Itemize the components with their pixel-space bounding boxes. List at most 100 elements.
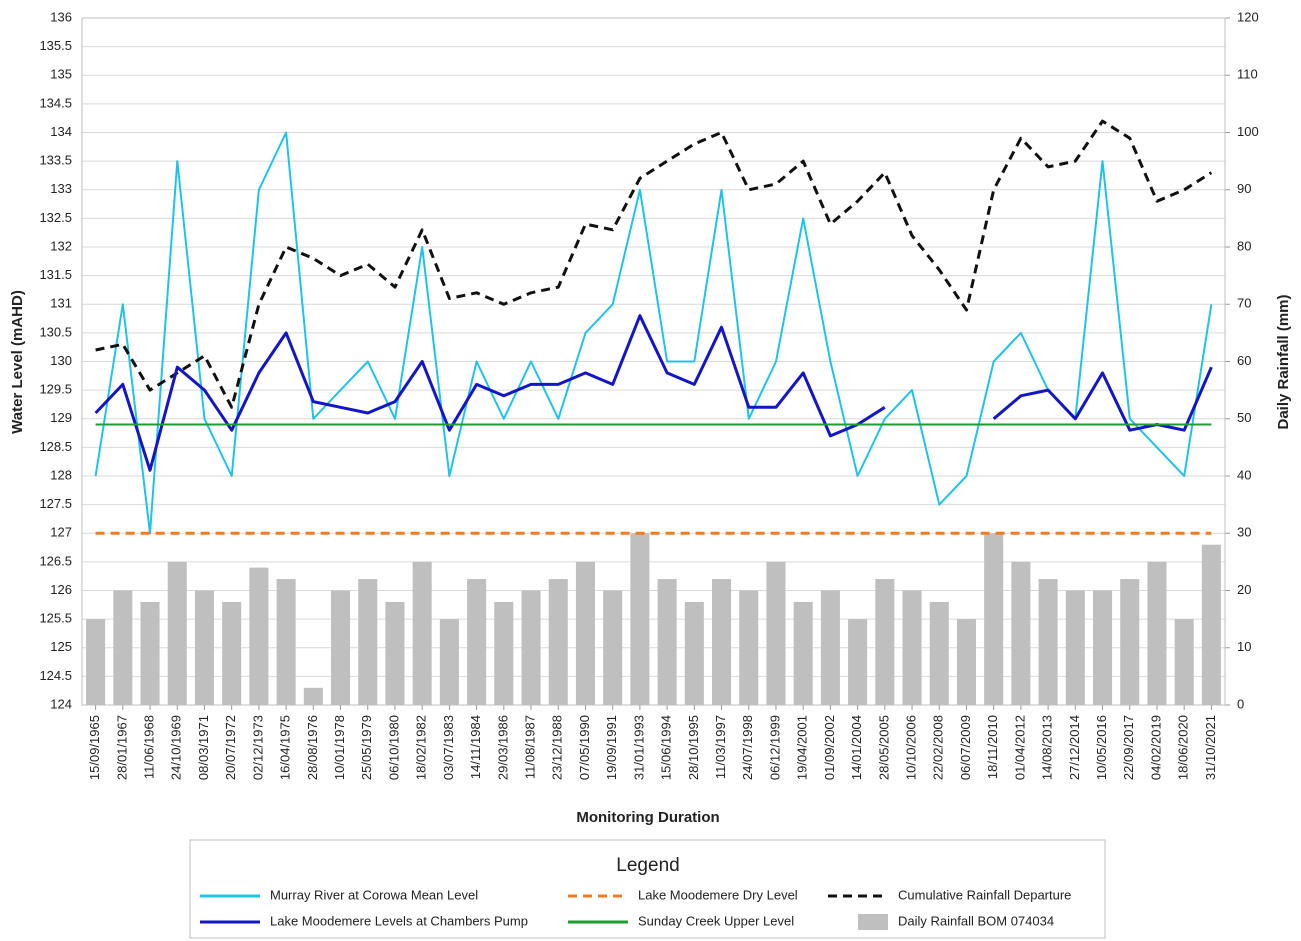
x-tick-label: 14/08/2013 [1040,715,1055,780]
rain-bar [385,601,405,705]
x-tick-label: 10/10/2006 [903,715,918,780]
rain-bar [956,619,976,705]
x-tick-label: 27/12/2014 [1067,715,1082,780]
y-tick-label: 125 [50,639,72,654]
y-tick-label: 131 [50,296,72,311]
x-tick-label: 08/03/1971 [196,715,211,780]
y2-tick-label: 120 [1237,9,1259,24]
rain-bar [412,561,432,705]
rain-bar [358,579,378,705]
plot-frame [81,17,1226,706]
legend-label: Murray River at Corowa Mean Level [270,887,478,902]
x-tick-label: 11/08/1987 [522,715,537,779]
x-tick-label: 22/09/2017 [1121,715,1136,780]
y-tick-label: 131.5 [39,267,72,282]
rain-bar [249,567,269,705]
x-tick-label: 28/10/1995 [686,715,701,780]
x-tick-label: 20/07/1972 [223,715,238,780]
rain-bar [793,601,813,705]
rain-bar [276,579,296,705]
rain-bar [1065,590,1085,705]
x-tick-label: 29/03/1986 [495,715,510,780]
x-tick-label: 11/06/1968 [141,715,156,779]
legend-box [189,839,1106,939]
y-tick-label: 128.5 [39,439,72,454]
rain-bar [820,590,840,705]
rain-bar [548,579,568,705]
x-tick-label: 24/07/1998 [740,715,755,780]
rain-bar [140,601,160,705]
x-tick-label: 28/08/1976 [305,715,320,780]
y-tick-label: 132.5 [39,210,72,225]
x-tick-label: 23/12/1988 [550,715,565,780]
rain-bar [875,579,895,705]
rain-bar [521,590,541,705]
y-tick-label: 124.5 [39,668,72,683]
rain-bar [766,561,786,705]
rain-bar [575,561,595,705]
rain-bar [222,601,242,705]
y-tick-label: 124 [50,696,72,711]
rain-bar [630,533,650,705]
y2-tick-label: 80 [1237,238,1251,253]
x-tick-label: 15/09/1965 [87,715,102,780]
legend-label: Lake Moodemere Dry Level [638,887,798,902]
rain-bar [603,590,623,705]
y-tick-label: 126.5 [39,553,72,568]
x-tick-label: 15/06/1994 [659,715,674,780]
y-tick-label: 127.5 [39,496,72,511]
y-tick-label: 132 [50,238,72,253]
y-tick-label: 129.5 [39,382,72,397]
y-tick-label: 134 [50,124,72,139]
y-tick-label: 125.5 [39,611,72,626]
x-tick-label: 19/04/2001 [795,715,810,780]
series-line [95,119,1213,409]
y-tick-label: 126 [50,582,72,597]
rain-bar [1147,561,1167,705]
y-tick-label: 134.5 [39,95,72,110]
rain-bar [86,619,106,705]
legend-label: Lake Moodemere Levels at Chambers Pump [270,913,528,928]
y-tick-label: 136 [50,9,72,24]
x-tick-label: 01/04/2012 [1012,715,1027,780]
y2-tick-label: 70 [1237,296,1251,311]
legend-title: Legend [616,855,679,876]
x-tick-label: 28/05/2005 [876,715,891,780]
x-tick-label: 28/01/1967 [114,715,129,780]
y-tick-label: 128 [50,467,72,482]
rain-bar [439,619,459,705]
rain-bar [167,561,187,705]
x-tick-label: 16/04/1975 [278,715,293,780]
x-tick-label: 19/09/1991 [604,715,619,780]
y-axis-title: Water Level (mAHD) [9,290,26,434]
rain-bar [739,590,759,705]
rain-bar [848,619,868,705]
x-tick-label: 22/02/2008 [931,715,946,780]
series-line [94,131,1213,535]
x-tick-label: 02/12/1973 [250,715,265,780]
x-tick-label: 11/03/1997 [713,715,728,779]
rain-bar [113,590,133,705]
rain-bar [467,579,487,705]
y2-tick-label: 100 [1237,124,1259,139]
x-tick-label: 06/10/1980 [386,715,401,780]
x-tick-label: 03/07/1983 [441,715,456,780]
rain-bar [984,533,1004,705]
x-tick-label: 14/11/1984 [468,715,483,779]
y-tick-label: 130 [50,353,72,368]
legend-label: Cumulative Rainfall Departure [898,887,1071,902]
y-tick-label: 135.5 [39,38,72,53]
x-tick-label: 10/05/2016 [1094,715,1109,780]
legend-label: Sunday Creek Upper Level [638,913,794,928]
x-tick-label: 07/05/1990 [577,715,592,780]
legend-label: Daily Rainfall BOM 074034 [898,913,1054,928]
y-tick-label: 127 [50,525,72,540]
y-tick-label: 130.5 [39,324,72,339]
x-tick-label: 04/02/2019 [1148,715,1163,780]
rain-bar [1174,619,1194,705]
y2-tick-label: 0 [1237,696,1244,711]
rain-bar [1120,579,1140,705]
rain-bar [494,601,514,705]
rain-bar [1093,590,1113,705]
